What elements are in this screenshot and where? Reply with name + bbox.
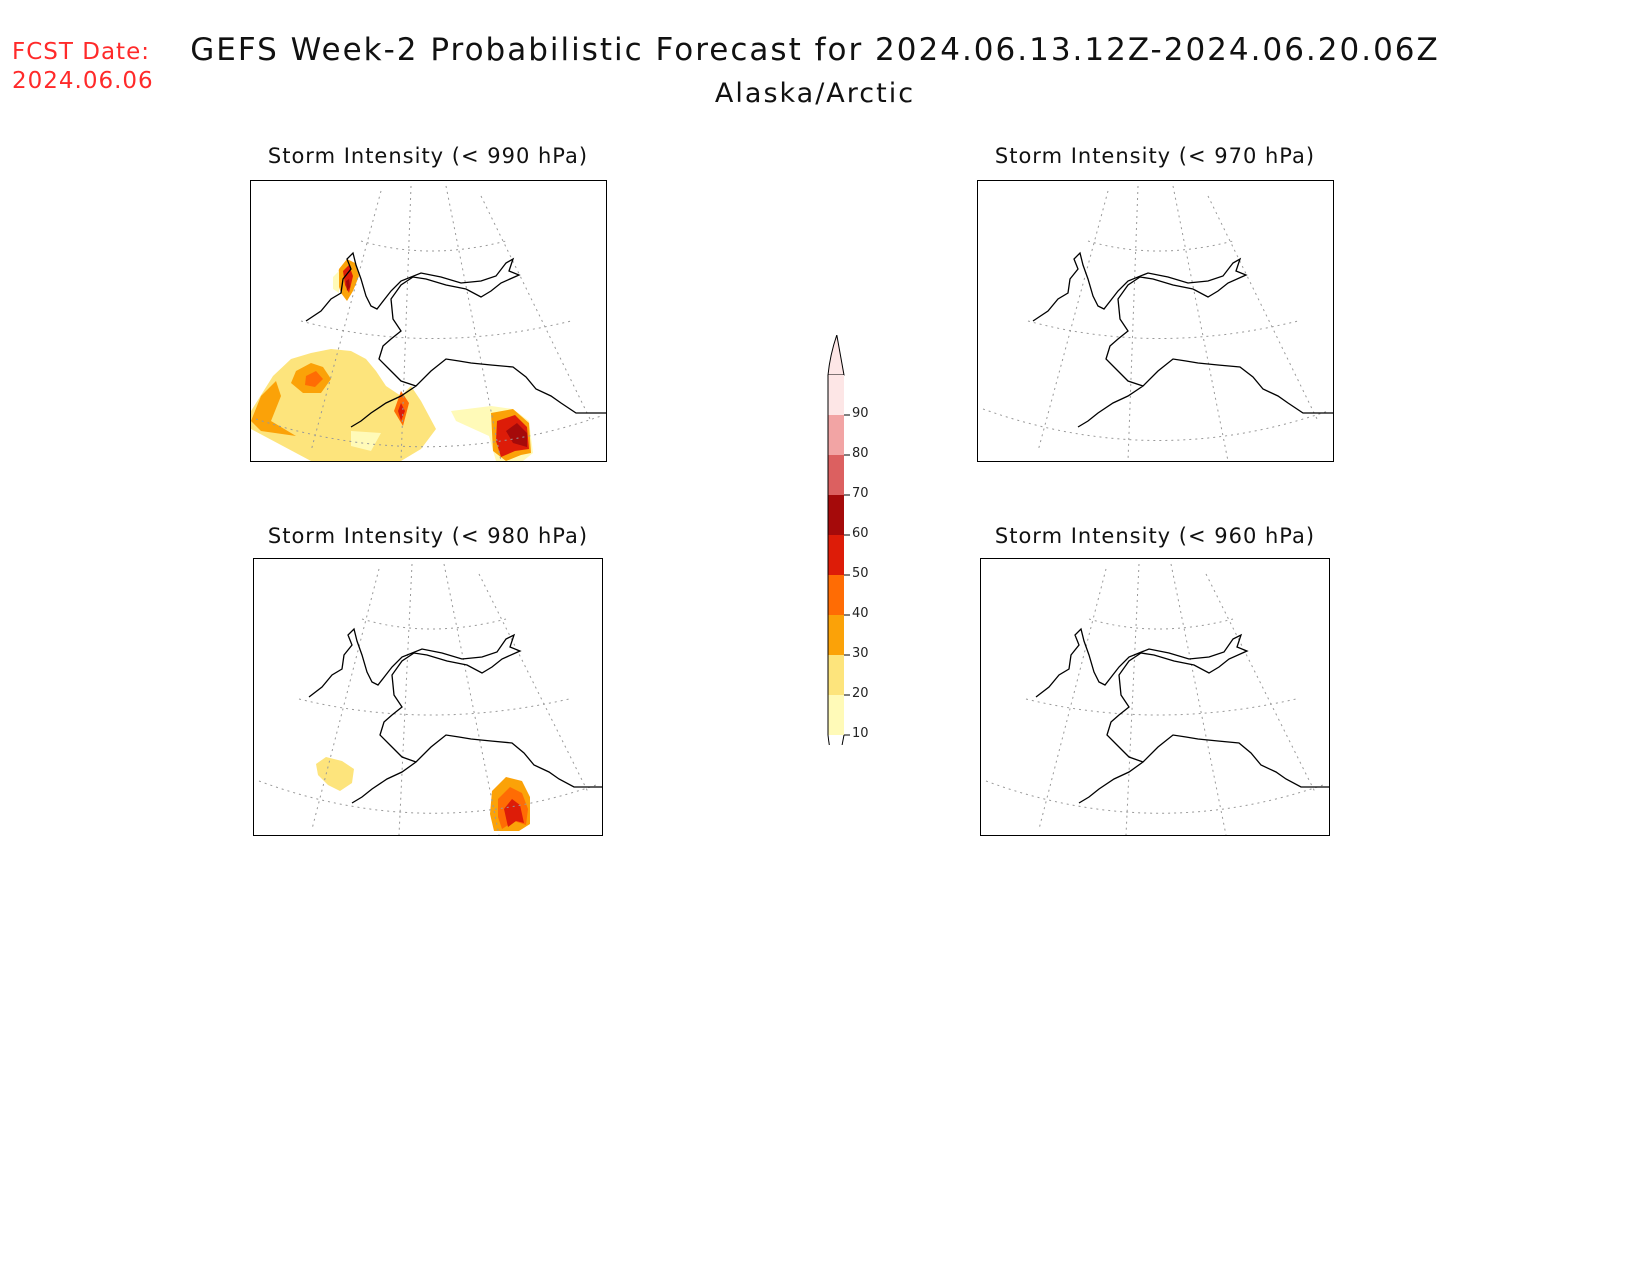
colorbar-segment — [828, 695, 844, 735]
map-panel-970 — [977, 180, 1334, 462]
colorbar-segment — [828, 615, 844, 655]
forecast-date-caption: FCST Date: — [12, 39, 150, 65]
colorbar-segment — [828, 455, 844, 495]
map-960 — [985, 563, 1329, 835]
graticule-970 — [982, 185, 1329, 461]
colorbar-segment — [828, 375, 844, 415]
colorbar-tick-label: 40 — [852, 606, 869, 621]
panel-title-980: Storm Intensity (< 980 hPa) — [267, 524, 589, 548]
coastline-960 — [1035, 627, 1329, 804]
colorbar-segment — [828, 535, 844, 575]
coastline-970 — [1032, 251, 1333, 428]
coastline-980 — [308, 627, 602, 804]
forecast-date-value: 2024.06.06 — [12, 68, 154, 94]
map-980 — [258, 563, 602, 835]
map-970 — [982, 185, 1333, 461]
coastline-990 — [305, 251, 606, 428]
graticule-990 — [255, 185, 602, 461]
colorbar-top-extension — [827, 335, 845, 376]
probability-shading-990 — [251, 259, 533, 461]
colorbar-tick-label: 90 — [852, 406, 869, 421]
map-panel-960 — [980, 558, 1330, 836]
panel-title-960: Storm Intensity (< 960 hPa) — [994, 524, 1316, 548]
colorbar-segment — [828, 415, 844, 455]
colorbar-segment — [828, 655, 844, 695]
colorbar-tick-label: 70 — [852, 486, 869, 501]
colorbar-tick-label: 60 — [852, 526, 869, 541]
map-panel-990 — [250, 180, 607, 462]
page-title: GEFS Week-2 Probabilistic Forecast for 2… — [190, 32, 1440, 68]
probability-shading-980 — [316, 757, 530, 831]
panel-title-990: Storm Intensity (< 990 hPa) — [267, 144, 589, 168]
colorbar-tick-label: 20 — [852, 686, 869, 701]
colorbar-tick-label: 30 — [852, 646, 869, 661]
panel-title-970: Storm Intensity (< 970 hPa) — [994, 144, 1316, 168]
colorbar-bottom-extension — [827, 734, 845, 745]
graticule-960 — [985, 563, 1327, 835]
colorbar-tick-label: 80 — [852, 446, 869, 461]
page-subtitle: Alaska/Arctic — [714, 78, 916, 109]
colorbar-segment — [828, 575, 844, 615]
colorbar-tick-label: 50 — [852, 566, 869, 581]
forecast-date-label: FCST Date: 2024.06.06 — [12, 38, 154, 96]
map-990 — [251, 185, 606, 461]
colorbar-tick-label: 10 — [852, 726, 869, 741]
colorbar-segment — [828, 495, 844, 535]
colorbar — [827, 335, 850, 745]
map-panel-980 — [253, 558, 603, 836]
graticule-980 — [258, 563, 600, 835]
